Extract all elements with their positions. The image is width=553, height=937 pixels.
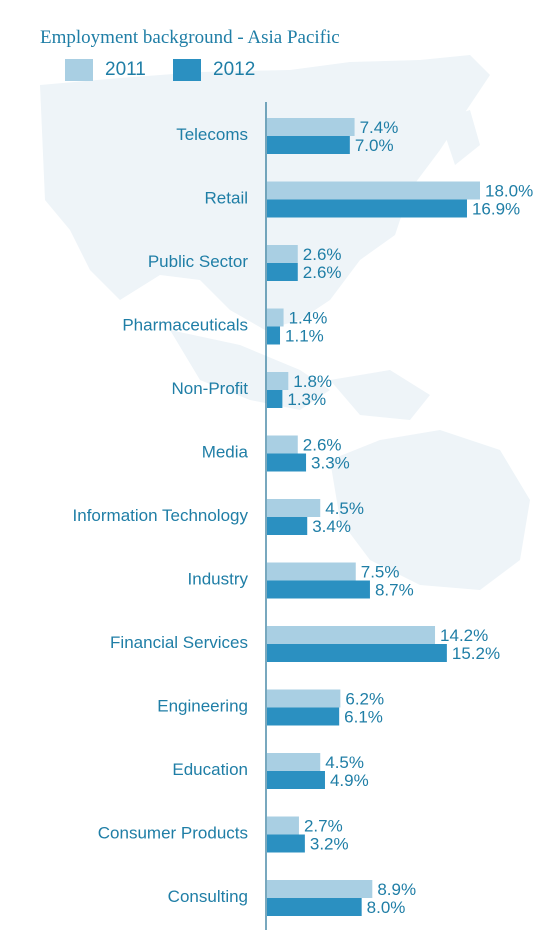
value-label-2011: 2.6% bbox=[303, 245, 342, 264]
value-label-2011: 7.5% bbox=[361, 563, 400, 582]
bar-2011 bbox=[267, 308, 284, 327]
value-label-2011: 6.2% bbox=[345, 690, 384, 709]
category-label: Consulting bbox=[168, 887, 248, 906]
category-label: Retail bbox=[205, 189, 248, 208]
legend-swatch-2011 bbox=[65, 59, 93, 81]
category-label: Information Technology bbox=[73, 506, 249, 525]
value-label-2012: 3.3% bbox=[311, 454, 350, 473]
value-label-2012: 1.3% bbox=[287, 390, 326, 409]
bar-2011 bbox=[267, 753, 321, 771]
category-label: Media bbox=[202, 443, 249, 462]
legend-label-2011: 2011 bbox=[105, 59, 146, 80]
value-label-2011: 4.5% bbox=[325, 753, 364, 772]
category-label: Education bbox=[172, 760, 248, 779]
legend-item-2012: 2012 bbox=[173, 58, 255, 82]
category-label: Financial Services bbox=[110, 633, 248, 652]
bar-2011 bbox=[267, 245, 298, 263]
value-label-2012: 7.0% bbox=[355, 136, 394, 155]
legend-label-2012: 2012 bbox=[213, 59, 256, 80]
legend-item-2011: 2011 bbox=[65, 58, 146, 82]
category-label: Pharmaceuticals bbox=[122, 316, 248, 335]
value-label-2012: 1.1% bbox=[285, 327, 324, 346]
category-label: Telecoms bbox=[176, 125, 248, 144]
bar-2012 bbox=[267, 453, 307, 472]
value-label-2012: 2.6% bbox=[303, 263, 342, 282]
category-label: Industry bbox=[188, 570, 249, 589]
bar-2012 bbox=[267, 834, 305, 853]
category-label: Non-Profit bbox=[171, 379, 248, 398]
value-label-2011: 7.4% bbox=[360, 118, 399, 137]
bar-2011 bbox=[267, 372, 289, 390]
value-label-2011: 4.5% bbox=[325, 499, 364, 518]
value-label-2011: 1.4% bbox=[289, 309, 328, 328]
legend-swatch-2012 bbox=[173, 59, 201, 81]
value-label-2012: 4.9% bbox=[330, 771, 369, 790]
value-label-2011: 14.2% bbox=[440, 626, 488, 645]
bar-2011 bbox=[267, 499, 321, 517]
value-label-2011: 2.6% bbox=[303, 436, 342, 455]
value-label-2011: 18.0% bbox=[485, 182, 533, 201]
value-label-2011: 1.8% bbox=[293, 372, 332, 391]
bar-2011 bbox=[267, 181, 480, 200]
value-label-2012: 3.4% bbox=[312, 517, 351, 536]
bar-2012 bbox=[267, 390, 283, 408]
bar-2012 bbox=[267, 136, 350, 154]
bar-2012 bbox=[267, 263, 298, 281]
bar-2012 bbox=[267, 580, 370, 599]
category-label: Public Sector bbox=[148, 252, 248, 271]
value-label-2012: 15.2% bbox=[452, 644, 500, 663]
value-label-2011: 8.9% bbox=[377, 880, 416, 899]
bar-2011 bbox=[267, 816, 299, 835]
value-label-2012: 3.2% bbox=[310, 835, 349, 854]
value-label-2012: 16.9% bbox=[472, 200, 520, 219]
value-label-2012: 6.1% bbox=[344, 708, 383, 727]
bar-2012 bbox=[267, 644, 447, 662]
value-label-2011: 2.7% bbox=[304, 817, 343, 836]
bar-2011 bbox=[267, 626, 436, 644]
bar-2011 bbox=[267, 435, 298, 454]
bar-2012 bbox=[267, 199, 467, 218]
bar-2012 bbox=[267, 898, 362, 916]
bar-2011 bbox=[267, 562, 356, 581]
bar-2012 bbox=[267, 707, 340, 726]
bar-2011 bbox=[267, 880, 373, 898]
value-label-2012: 8.7% bbox=[375, 581, 414, 600]
category-label: Consumer Products bbox=[98, 824, 248, 843]
value-label-2012: 8.0% bbox=[367, 898, 406, 917]
bar-2012 bbox=[267, 517, 308, 535]
category-label: Engineering bbox=[157, 697, 248, 716]
bar-2012 bbox=[267, 771, 325, 789]
bar-2011 bbox=[267, 689, 341, 708]
bar-2011 bbox=[267, 118, 355, 136]
chart-title: Employment background - Asia Pacific bbox=[40, 27, 340, 48]
bar-2012 bbox=[267, 326, 281, 345]
